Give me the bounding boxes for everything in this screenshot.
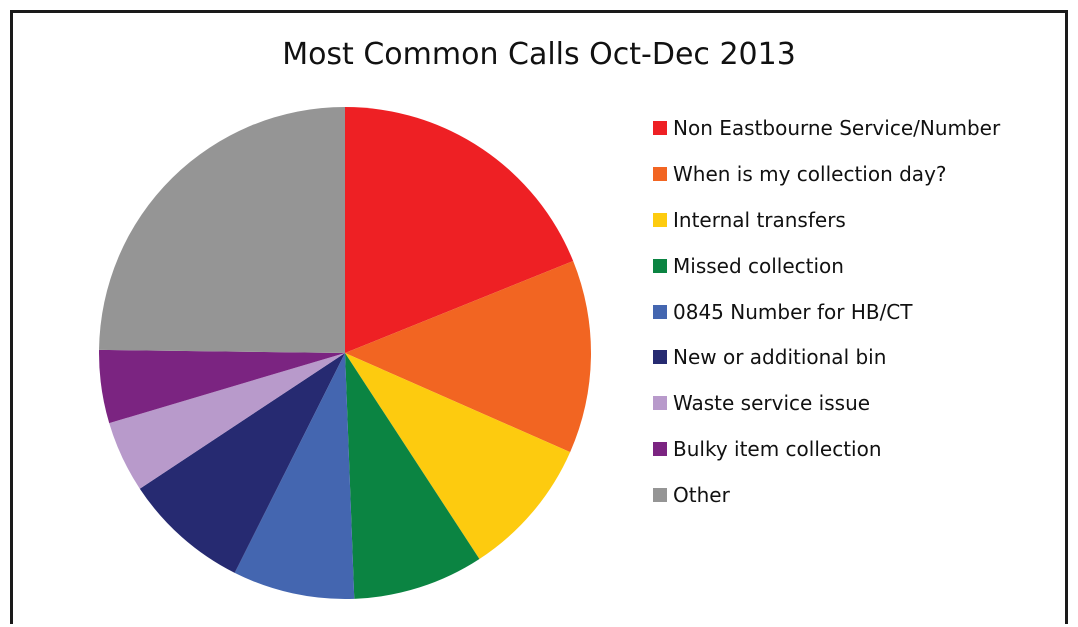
legend-item-8: Bulky item collection [653, 426, 1000, 472]
legend-item-1: Non Eastbourne Service/Number [653, 105, 1000, 151]
legend-label: New or additional bin [673, 345, 887, 370]
legend-swatch [653, 396, 667, 411]
legend-label: 0845 Number for HB/CT [673, 299, 913, 324]
legend-swatch [653, 488, 667, 503]
legend-swatch [653, 258, 667, 273]
legend-item-2: When is my collection day? [653, 151, 1000, 197]
pie-slice-5 [234, 353, 355, 600]
legend-label: Bulky item collection [673, 437, 882, 462]
legend-swatch [653, 350, 667, 365]
legend-label: Missed collection [673, 253, 844, 278]
legend-label: When is my collection day? [673, 161, 947, 186]
chart-title: Most Common Calls Oct-Dec 2013 [282, 37, 796, 72]
legend-item-9: Other [653, 472, 1000, 518]
pie-slice-6 [139, 353, 345, 573]
legend-swatch [653, 166, 667, 181]
pie-slice-4 [345, 353, 480, 599]
pie-slice-7 [109, 353, 345, 489]
pie-chart [99, 107, 591, 600]
legend-item-5: 0845 Number for HB/CT [653, 289, 1000, 335]
legend-swatch [653, 304, 667, 319]
legend-label: Other [673, 483, 730, 508]
legend-item-7: Waste service issue [653, 380, 1000, 426]
legend-item-6: New or additional bin [653, 334, 1000, 380]
legend-item-3: Internal transfers [653, 197, 1000, 243]
chart-legend: Non Eastbourne Service/Number When is my … [653, 105, 1000, 518]
pie-slice-2 [345, 261, 591, 453]
pie-slice-1 [345, 107, 574, 353]
legend-label: Non Eastbourne Service/Number [673, 115, 1001, 140]
pie-slice-9 [99, 107, 346, 353]
legend-swatch [653, 120, 667, 135]
legend-label: Waste service issue [673, 391, 871, 416]
pie-slice-3 [345, 353, 571, 560]
legend-swatch [653, 212, 667, 227]
legend-label: Internal transfers [673, 207, 846, 232]
pie-slice-8 [99, 349, 345, 424]
legend-item-4: Missed collection [653, 243, 1000, 289]
chart-frame: Most Common Calls Oct-Dec 2013 Non Eastb… [10, 10, 1068, 624]
legend-swatch [653, 442, 667, 457]
